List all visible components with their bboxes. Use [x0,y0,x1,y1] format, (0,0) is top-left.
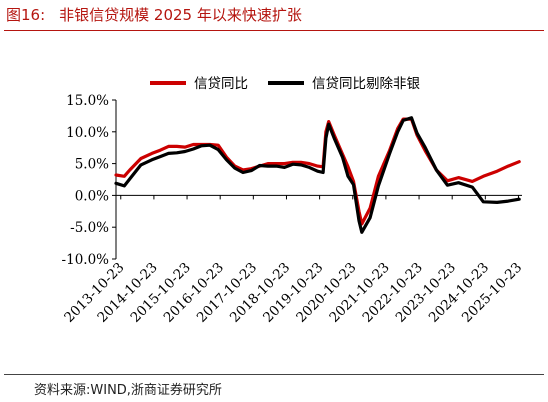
line-chart: 信贷同比 信贷同比剔除非银 15.0% 10.0% 5.0% 0.0% -5.0% -10.… [61,76,525,326]
x-axis: 2013-10-232014-10-232015-10-232016-10-23… [61,194,525,326]
figure-title: 图16: 非银信贷规模 2025 年以来快速扩张 [6,4,302,25]
y-tick-label: 5.0% [75,157,109,173]
legend-label-2: 信贷同比剔除非银 [312,76,420,92]
series-line-2 [114,116,521,234]
figure-title-text: 非银信贷规模 2025 年以来快速扩张 [59,6,302,24]
chart-series [114,116,521,234]
y-tick-label: 0.0% [75,188,109,204]
y-tick-label: -10.0% [62,252,110,268]
y-axis: 15.0% 10.0% 5.0% 0.0% -5.0% -10.0% [62,93,117,268]
title-divider [4,30,544,31]
source-note: 资料来源:WIND,浙商证券研究所 [34,383,222,398]
y-tick-label: 10.0% [66,125,109,141]
y-tick-label: -5.0% [70,220,109,236]
y-tick-label: 15.0% [66,93,109,109]
legend-label-1: 信贷同比 [194,76,248,92]
chart-legend: 信贷同比 信贷同比剔除非银 [150,76,420,92]
footer-divider [4,374,544,375]
figure-label: 图16: [6,6,46,24]
